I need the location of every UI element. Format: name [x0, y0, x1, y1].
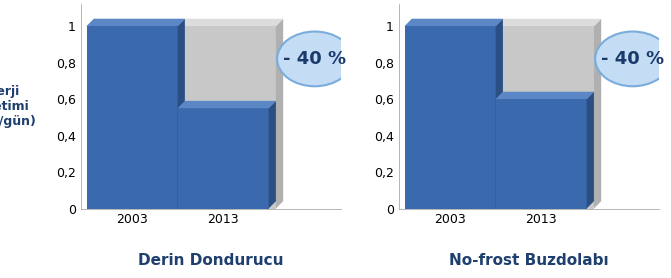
- Text: No-frost Buzdolabı: No-frost Buzdolabı: [449, 254, 609, 269]
- Polygon shape: [276, 19, 283, 209]
- Ellipse shape: [595, 31, 670, 86]
- Polygon shape: [87, 26, 276, 208]
- Polygon shape: [87, 26, 178, 208]
- Polygon shape: [496, 92, 594, 99]
- Polygon shape: [405, 19, 601, 26]
- Polygon shape: [178, 19, 185, 209]
- Polygon shape: [496, 99, 586, 208]
- Polygon shape: [405, 26, 496, 208]
- Ellipse shape: [277, 31, 352, 86]
- Polygon shape: [496, 19, 503, 209]
- Polygon shape: [178, 108, 268, 208]
- Y-axis label: Enerji
Tüketimi
(kWh/gün): Enerji Tüketimi (kWh/gün): [0, 85, 37, 128]
- Polygon shape: [178, 101, 276, 108]
- Text: - 40 %: - 40 %: [601, 50, 664, 68]
- Polygon shape: [405, 19, 503, 26]
- Text: Derin Dondurucu: Derin Dondurucu: [138, 254, 284, 269]
- Polygon shape: [87, 19, 283, 26]
- Polygon shape: [268, 101, 276, 208]
- Polygon shape: [594, 19, 601, 209]
- Text: - 40 %: - 40 %: [283, 50, 346, 68]
- Polygon shape: [586, 92, 594, 208]
- Polygon shape: [405, 26, 594, 208]
- Polygon shape: [87, 19, 185, 26]
